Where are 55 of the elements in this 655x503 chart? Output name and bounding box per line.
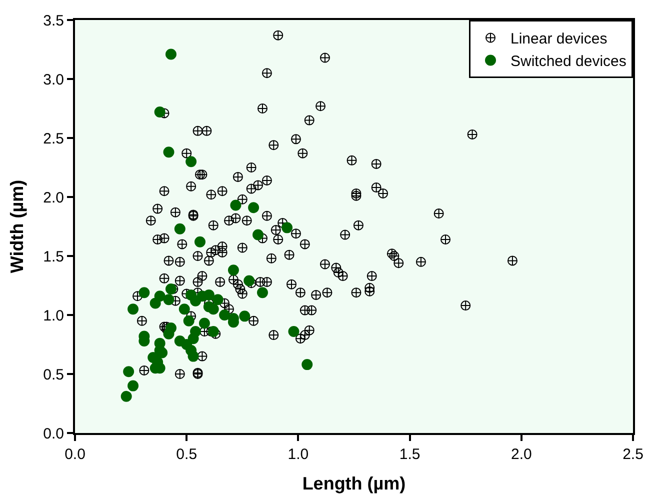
point	[178, 304, 190, 315]
x-tick-label: 2.0	[510, 446, 532, 463]
x-tick-label: 1.5	[399, 446, 420, 463]
x-axis-title: Length (µm)	[302, 474, 406, 494]
point	[128, 380, 139, 392]
point	[174, 223, 186, 234]
y-tick-label: 0.5	[43, 366, 64, 384]
point	[203, 301, 214, 312]
point	[163, 294, 174, 306]
point	[138, 287, 150, 298]
point	[248, 202, 260, 214]
point	[198, 318, 210, 329]
point	[183, 315, 194, 326]
point	[194, 236, 206, 248]
point	[230, 200, 242, 211]
y-tick-label: 1.5	[43, 248, 64, 266]
y-tick-label: 3.5	[43, 12, 64, 30]
x-tick-label: 0.5	[176, 446, 198, 463]
point	[256, 287, 268, 298]
point	[282, 222, 293, 234]
point	[228, 264, 239, 276]
x-tick-label: 2.5	[622, 446, 644, 463]
x-tick-label: 1.0	[288, 446, 309, 463]
point	[203, 289, 214, 300]
point	[186, 156, 197, 168]
y-tick-label: 3.0	[43, 71, 64, 88]
point	[188, 333, 199, 344]
point	[252, 229, 264, 240]
point	[154, 290, 166, 302]
point	[123, 366, 134, 378]
point	[244, 275, 255, 286]
point	[239, 310, 250, 322]
point	[165, 284, 176, 295]
point	[154, 106, 166, 118]
point	[163, 146, 174, 158]
y-tick-label: 0.0	[43, 425, 64, 442]
point	[302, 359, 313, 370]
point	[165, 48, 176, 60]
point	[288, 326, 300, 338]
point	[219, 310, 230, 320]
point	[128, 304, 139, 315]
x-tick-label: 0.0	[64, 446, 86, 463]
legend-label: Linear devices	[510, 30, 608, 48]
y-tick-label: 2.0	[43, 189, 64, 206]
legend-label: Switched devices	[510, 53, 626, 70]
point	[156, 347, 168, 358]
y-tick-label: 2.5	[43, 130, 64, 148]
point	[165, 322, 176, 334]
point	[212, 294, 224, 306]
point	[208, 326, 219, 338]
y-axis-title: Width (µm)	[6, 180, 27, 274]
y-tick-label: 1.0	[43, 307, 64, 324]
point	[120, 390, 132, 402]
point	[190, 295, 202, 306]
point	[186, 344, 197, 356]
